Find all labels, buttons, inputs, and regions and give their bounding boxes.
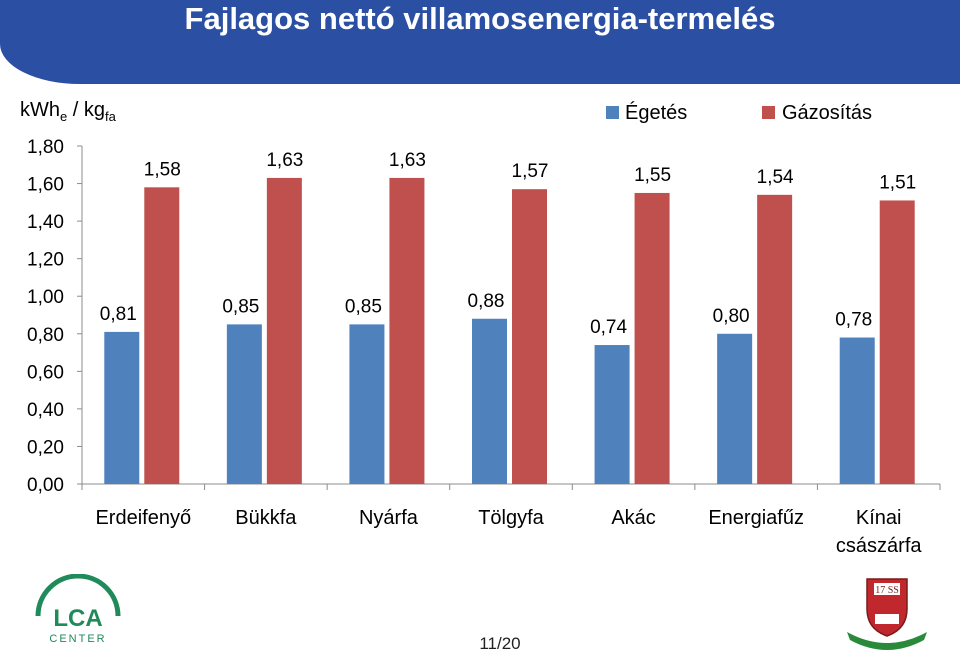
data-label: 1,51 (879, 172, 916, 193)
data-label: 0,85 (345, 296, 382, 317)
bar-egetes (104, 331, 140, 484)
y-tick-label: 1,80 (27, 137, 64, 158)
y-tick-label: 0,00 (27, 475, 64, 496)
y-tick-label: 1,60 (27, 175, 64, 196)
data-label: 1,58 (144, 159, 181, 180)
svg-text:17 SS: 17 SS (875, 585, 899, 596)
lca-center-logo: LCA CENTER (35, 574, 121, 644)
bar-egetes (226, 324, 262, 484)
x-category-label: Tölgyfa (478, 507, 544, 529)
page-number: 11/20 (479, 634, 521, 653)
x-category-label: Nyárfa (359, 507, 419, 529)
y-tick-label: 1,00 (27, 287, 64, 308)
data-label: 0,85 (222, 296, 259, 317)
data-label: 1,54 (757, 167, 794, 188)
legend-label-gazositas: Gázosítás (782, 102, 872, 124)
bar-egetes (472, 318, 507, 484)
x-category-label: Kínai (856, 507, 902, 529)
data-label: 1,57 (512, 161, 549, 182)
bar-gazositas (512, 189, 547, 484)
data-label: 0,88 (468, 291, 505, 312)
bar-egetes (594, 345, 630, 484)
bar-egetes (839, 337, 875, 484)
data-label: 0,80 (713, 306, 750, 327)
svg-text:LCA: LCA (53, 605, 102, 632)
data-label: 1,63 (266, 150, 303, 171)
bar-gazositas (389, 177, 425, 484)
y-tick-label: 0,40 (27, 400, 64, 421)
y-tick-label: 0,80 (27, 325, 64, 346)
legend-swatch-gazositas (762, 106, 775, 119)
x-category-label: Akác (611, 507, 655, 529)
bar-gazositas (266, 177, 302, 484)
x-category-label: Energiafűz (708, 507, 804, 529)
university-crest: 17 SS (847, 578, 927, 650)
bar-gazositas (757, 194, 793, 485)
x-category-label: császárfa (836, 535, 922, 557)
legend-swatch-egetes (606, 106, 619, 119)
bar-chart: kWhe / kgfa 0,00 0,20 0,40 0,60 0,80 1,00 1,20 1… (20, 99, 941, 557)
data-label: 0,78 (835, 310, 872, 331)
x-category-label: Bükkfa (235, 507, 297, 529)
page-title: Fajlagos nettó villamosenergia-termelés (184, 1, 776, 36)
y-tick-label: 0,60 (27, 362, 64, 383)
bar-egetes (349, 324, 385, 484)
y-axis-unit-label: kWhe / kgfa (20, 99, 117, 124)
y-tick-label: 0,20 (27, 437, 64, 458)
data-label: 0,81 (100, 304, 137, 325)
data-label: 1,63 (389, 150, 426, 171)
y-tick-label: 1,40 (27, 212, 64, 233)
svg-text:CENTER: CENTER (49, 633, 106, 644)
y-tick-label: 1,20 (27, 250, 64, 271)
bar-gazositas (634, 192, 670, 484)
x-category-label: Erdeifenyő (95, 507, 191, 529)
bar-egetes (717, 333, 753, 484)
data-label: 1,55 (634, 165, 671, 186)
title-banner (0, 0, 960, 84)
bar-gazositas (879, 200, 915, 484)
data-label: 0,74 (590, 317, 627, 338)
bar-gazositas (144, 187, 180, 485)
legend-label-egetes: Égetés (625, 101, 687, 124)
